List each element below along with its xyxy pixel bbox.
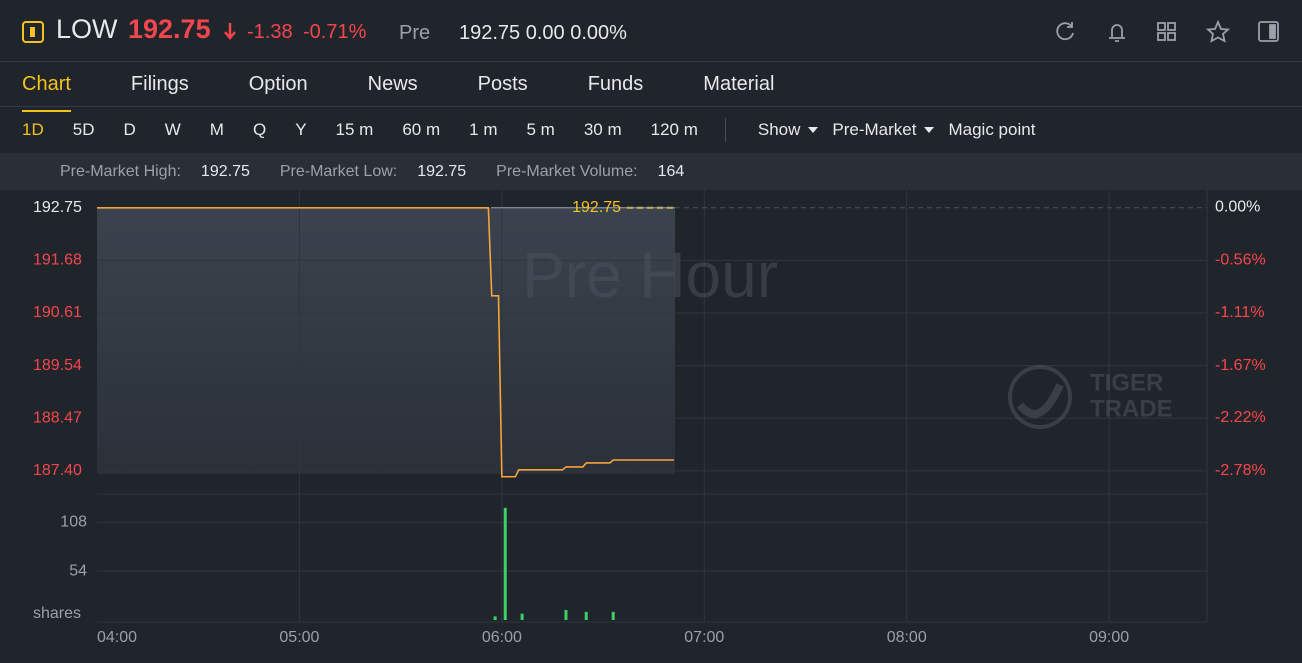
period[interactable]: 5D <box>72 120 95 139</box>
watermark: Pre Hour <box>522 239 778 311</box>
tab[interactable]: Option <box>248 72 308 95</box>
period[interactable]: Q <box>252 120 267 139</box>
down-arrow <box>224 23 236 40</box>
stat-value: 192.75 <box>417 162 467 180</box>
stat-value: 164 <box>657 162 685 180</box>
volume-tick-label: 108 <box>60 514 87 531</box>
period[interactable]: 1D <box>22 120 44 139</box>
volume-bar <box>584 611 588 620</box>
magic-point[interactable]: Magic point <box>948 120 1036 139</box>
price: 192.75 <box>128 14 211 44</box>
change: -1.38 <box>247 21 293 43</box>
dropdown-label: Pre-Market <box>832 120 917 139</box>
toolbar-icons[interactable] <box>1052 19 1292 45</box>
x-tick-label: 04:00 <box>97 629 137 646</box>
stat-label: Pre-Market High: <box>60 162 181 180</box>
y-tick-label: 188.47 <box>33 409 82 426</box>
period[interactable]: 60 m <box>402 120 441 139</box>
volume-tick-label: 54 <box>69 562 87 579</box>
period-bar: 1D 5D D W M Q Y 15 m 60 m 1 m 5 m 30 m 120 m Show Pre-… <box>0 107 1302 153</box>
brand-text: TIGER <box>1090 369 1163 396</box>
y2-tick-label: -0.56% <box>1215 252 1266 269</box>
period[interactable]: 15 m <box>335 120 374 139</box>
stat-label: Pre-Market Volume: <box>496 162 638 180</box>
brand-text: TRADE <box>1090 395 1173 422</box>
pre-quote: 192.75 0.00 0.00% <box>459 22 627 44</box>
session: Pre <box>399 22 431 44</box>
y-tick-label: 191.68 <box>33 252 82 269</box>
volume-bar <box>520 613 524 620</box>
period[interactable]: D <box>123 120 136 139</box>
tab[interactable]: Funds <box>587 72 644 95</box>
last-price-label: 192.75 <box>572 199 621 216</box>
volume-bar <box>503 507 507 620</box>
caret <box>808 127 819 133</box>
session-shade <box>97 208 675 474</box>
tab[interactable]: Chart <box>22 72 71 112</box>
period[interactable]: W <box>164 120 181 139</box>
x-tick-label: 06:00 <box>482 629 522 646</box>
y-tick-label: 192.75 <box>33 199 82 216</box>
change-pct: -0.71% <box>303 21 367 43</box>
y2-tick-label: 0.00% <box>1215 199 1260 216</box>
market-icon <box>22 21 44 43</box>
volume-bar <box>564 610 568 620</box>
brand-logo <box>1008 365 1072 429</box>
y-tick-label: 189.54 <box>33 357 82 374</box>
tab[interactable]: Filings <box>130 72 189 95</box>
period[interactable]: 5 m <box>526 120 555 139</box>
period[interactable]: 1 m <box>469 120 498 139</box>
stat-label: Pre-Market Low: <box>279 162 398 180</box>
chart: 04:00 05:00 06:00 07:00 08:00 09:00 192.75 191.… <box>33 190 1266 646</box>
y2-tick-label: -1.67% <box>1215 357 1266 374</box>
brand-logo <box>1016 383 1064 418</box>
separator <box>724 118 726 142</box>
y2-tick-label: -2.22% <box>1215 409 1266 426</box>
tab-bar: Chart Filings Option News Posts Funds Material <box>0 62 1302 112</box>
x-tick-label: 05:00 <box>279 629 319 646</box>
x-tick-label: 08:00 <box>887 629 927 646</box>
x-tick-label: 09:00 <box>1089 629 1129 646</box>
period[interactable]: M <box>209 120 224 139</box>
y2-tick-label: -2.78% <box>1215 462 1266 479</box>
period[interactable]: 30 m <box>583 120 622 139</box>
quote-header: LOW 192.75 -1.38 -0.71% Pre 192.75 0.00 … <box>0 0 1302 62</box>
y-tick-label: 187.40 <box>33 462 82 479</box>
period[interactable]: Y <box>295 120 307 139</box>
caret <box>924 127 935 133</box>
stats-bar: Pre-Market High: 192.75 Pre-Market Low: 192… <box>0 153 1302 190</box>
tab[interactable]: Posts <box>477 72 528 95</box>
x-tick-label: 07:00 <box>684 629 724 646</box>
y2-tick-label: -1.11% <box>1215 304 1265 321</box>
price-line <box>97 206 674 478</box>
dropdown[interactable]: Show <box>758 120 819 140</box>
volume-bar <box>611 611 615 620</box>
dropdown-label: Show <box>757 120 801 139</box>
volume-bar <box>493 616 497 620</box>
dropdown[interactable]: Pre-Market <box>832 120 935 140</box>
symbol: LOW <box>56 14 118 44</box>
period[interactable]: 120 m <box>650 120 698 139</box>
y-tick-label: 190.61 <box>33 304 82 321</box>
tab[interactable]: Material <box>703 72 775 95</box>
tab[interactable]: News <box>367 72 418 95</box>
stat-value: 192.75 <box>200 162 250 180</box>
volume-unit: shares <box>33 605 81 622</box>
